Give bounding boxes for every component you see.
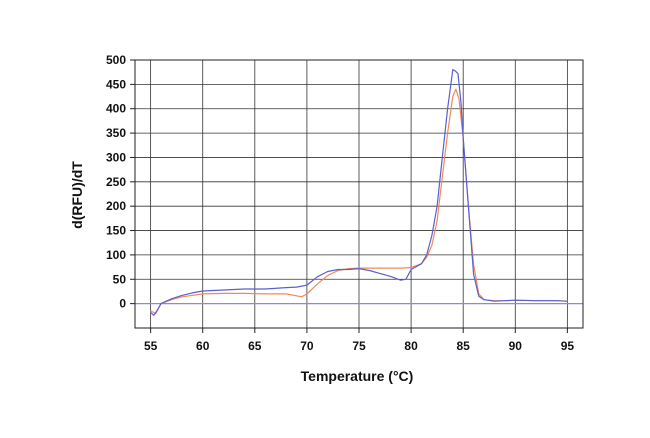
y-tick-label: 350	[106, 126, 126, 140]
x-axis-ticks: 55 60 65 70 75 80 85 90 95	[144, 328, 574, 353]
y-tick-label: 50	[113, 272, 127, 286]
y-tick-label: 200	[106, 199, 126, 213]
x-tick-label: 85	[457, 339, 471, 353]
x-tick-label: 70	[300, 339, 314, 353]
y-tick-label: 150	[106, 224, 126, 238]
series-lines	[150, 69, 568, 316]
y-tick-label: 400	[106, 102, 126, 116]
y-tick-label: 450	[106, 77, 126, 91]
x-tick-label: 90	[509, 339, 523, 353]
y-tick-label: 500	[106, 53, 126, 67]
y-axis-title: d(RFU)/dT	[69, 161, 85, 229]
y-tick-label: 250	[106, 175, 126, 189]
x-tick-label: 80	[404, 339, 418, 353]
y-tick-label: 0	[119, 297, 126, 311]
series-line-2	[150, 69, 568, 316]
x-axis-title: Temperature (°C)	[301, 368, 414, 384]
y-tick-label: 100	[106, 248, 126, 262]
x-tick-label: 75	[352, 339, 366, 353]
x-tick-label: 55	[144, 339, 158, 353]
x-tick-label: 60	[196, 339, 210, 353]
y-axis-ticks: 0 50 100 150 200 250 300 350 400 450 500	[106, 53, 135, 311]
x-tick-label: 65	[248, 339, 262, 353]
x-tick-label: 95	[561, 339, 575, 353]
y-tick-label: 300	[106, 150, 126, 164]
